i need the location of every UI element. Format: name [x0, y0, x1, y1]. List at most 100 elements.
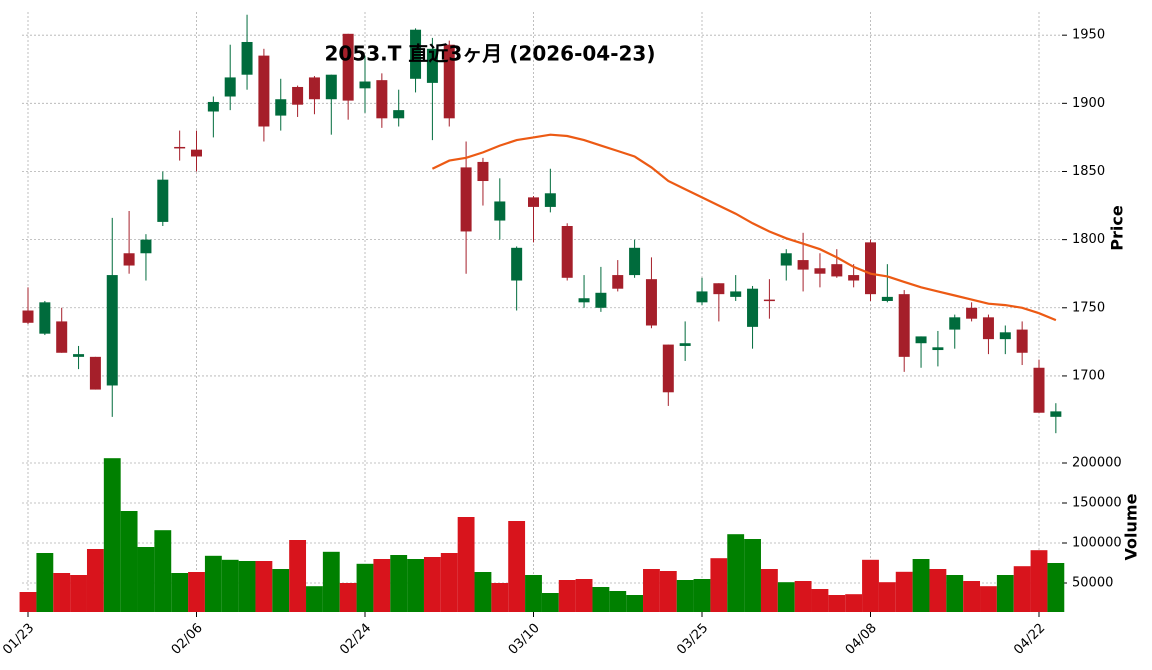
moving-average-line — [431, 133, 1057, 322]
candle-body — [393, 110, 405, 119]
candle-body — [763, 299, 775, 302]
candle-body — [898, 294, 910, 357]
volume-bar — [373, 559, 391, 612]
candle-body — [595, 292, 607, 308]
candle-body — [308, 77, 320, 100]
volume-bar — [744, 539, 761, 612]
volume-bar — [912, 559, 930, 612]
candle-body — [39, 302, 51, 334]
volume-bar — [878, 582, 896, 612]
candle-body — [1016, 329, 1028, 353]
volume-bar — [659, 571, 677, 612]
candle-body — [831, 264, 843, 277]
chart-title: 2053.T 直近3ヶ月 (2026-04-23) — [325, 42, 656, 66]
candle-body — [376, 80, 388, 119]
candles — [19, 14, 1065, 612]
volume-bar — [103, 458, 121, 612]
y2-tick-label: 200000 — [1072, 456, 1122, 471]
volume-bar — [828, 595, 846, 612]
volume-bar — [525, 575, 542, 612]
candle-body — [612, 275, 624, 289]
volume-bar — [188, 572, 205, 612]
candle-body — [966, 307, 978, 319]
volume-bar — [946, 575, 964, 612]
candle-body — [915, 336, 927, 344]
volume-bar — [339, 583, 357, 612]
candle-body — [157, 179, 169, 222]
candle-body — [528, 197, 539, 207]
volume-bar — [53, 573, 71, 612]
candle-body — [174, 146, 186, 149]
volume-bar — [1013, 566, 1031, 612]
candle-body — [544, 193, 556, 207]
volume-bar — [592, 587, 610, 612]
volume-bar — [289, 540, 307, 612]
candle-body — [982, 317, 994, 340]
volume-bar — [693, 579, 711, 612]
volume-bar — [474, 572, 492, 612]
candle-body — [1050, 411, 1062, 417]
volume-bar — [777, 582, 795, 612]
volume-bar — [356, 563, 374, 612]
candle-body — [241, 41, 253, 75]
candle-body — [342, 33, 354, 101]
candle-body — [292, 86, 304, 105]
volume-bar — [980, 586, 997, 612]
candle-body — [359, 81, 371, 89]
x-tick-label: 03/25 — [674, 621, 711, 658]
volume-bar — [423, 557, 441, 612]
volume-bar — [794, 581, 812, 612]
volume-bar — [895, 571, 913, 612]
volume-bar — [643, 569, 660, 612]
candle-body — [89, 356, 101, 390]
candle-body — [511, 247, 523, 281]
volume-bar — [558, 580, 576, 612]
volume-bar — [626, 595, 644, 612]
x-tick-label: 02/24 — [337, 621, 374, 658]
y-tick-label: 1700 — [1072, 368, 1105, 383]
candle-body — [561, 226, 573, 278]
candle-body — [645, 279, 657, 326]
volume-bar — [120, 511, 138, 612]
candle-body — [662, 344, 674, 393]
candle-body — [881, 296, 893, 301]
volume-bar — [609, 591, 627, 612]
y2-axis-title: Volume — [1122, 493, 1141, 560]
candle-body — [207, 101, 219, 112]
candle-body — [477, 161, 489, 182]
candle-body — [629, 247, 641, 276]
candle-body — [999, 332, 1011, 340]
candle-body — [865, 242, 876, 295]
candle-body — [1033, 367, 1045, 413]
y-tick-label: 1850 — [1072, 164, 1105, 179]
volume-bar — [70, 575, 87, 612]
candle-body — [949, 317, 961, 330]
candle-body — [696, 291, 708, 303]
candle-body — [410, 29, 422, 79]
y2-tick-label: 50000 — [1072, 576, 1113, 591]
candle-body — [747, 288, 759, 327]
volume-bar — [575, 579, 593, 612]
volume-bar — [996, 575, 1014, 612]
y2-tick-label: 150000 — [1072, 496, 1122, 511]
x-tick-label: 04/08 — [843, 621, 880, 658]
volume-bar — [929, 569, 947, 612]
volume-bar — [1030, 550, 1048, 612]
volume-bar — [862, 559, 879, 612]
volume-bar — [440, 553, 458, 612]
x-tick-label: 04/22 — [1011, 621, 1048, 658]
candle-body — [106, 275, 118, 386]
candle-body — [443, 44, 455, 119]
volume-bar — [137, 547, 155, 612]
candle-body — [797, 260, 809, 270]
candle-body — [73, 354, 85, 357]
volume-bar — [407, 559, 424, 612]
volume-bar — [1047, 563, 1065, 612]
volume-bar — [322, 551, 340, 612]
volume-bar — [255, 561, 273, 612]
candle-body — [22, 310, 34, 323]
candle-body — [679, 343, 691, 346]
candle-body — [426, 48, 438, 83]
volume-bar — [272, 569, 290, 612]
